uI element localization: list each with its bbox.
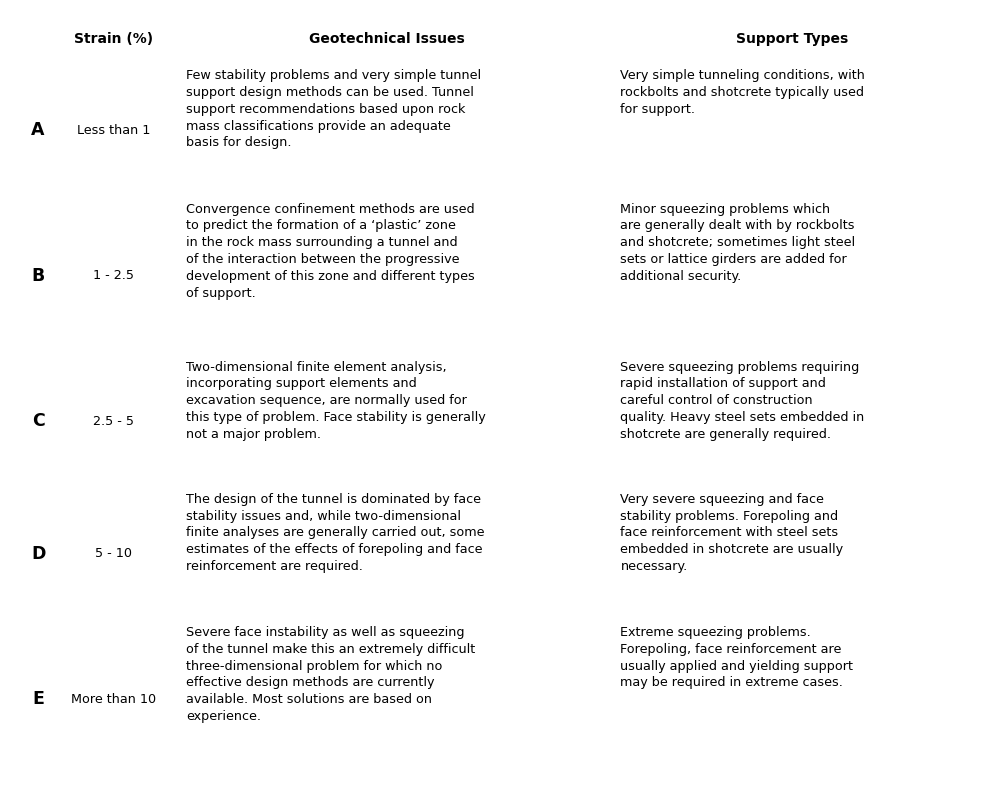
Text: A: A — [31, 121, 45, 139]
Text: The design of the tunnel is dominated by face
stability issues and, while two-di: The design of the tunnel is dominated by… — [186, 492, 485, 573]
Text: Geotechnical Issues: Geotechnical Issues — [309, 33, 465, 46]
Text: Convergence confinement methods are used
to predict the formation of a ‘plastic’: Convergence confinement methods are used… — [186, 202, 475, 300]
Text: E: E — [32, 690, 44, 708]
Text: C: C — [32, 412, 45, 431]
Text: 5 - 10: 5 - 10 — [95, 547, 131, 560]
Text: Extreme squeezing problems.
Forepoling, face reinforcement are
usually applied a: Extreme squeezing problems. Forepoling, … — [621, 626, 854, 689]
Text: Severe squeezing problems requiring
rapid installation of support and
careful co: Severe squeezing problems requiring rapi… — [621, 361, 865, 441]
Text: Strain (%): Strain (%) — [74, 33, 153, 46]
Text: Minor squeezing problems which
are generally dealt with by rockbolts
and shotcre: Minor squeezing problems which are gener… — [621, 202, 856, 283]
Text: 2.5 - 5: 2.5 - 5 — [93, 415, 134, 428]
Text: Very simple tunneling conditions, with
rockbolts and shotcrete typically used
fo: Very simple tunneling conditions, with r… — [621, 69, 866, 116]
Text: More than 10: More than 10 — [71, 693, 156, 706]
Text: Severe face instability as well as squeezing
of the tunnel make this an extremel: Severe face instability as well as squee… — [186, 626, 475, 723]
Text: B: B — [32, 266, 45, 285]
Text: Two-dimensional finite element analysis,
incorporating support elements and
exca: Two-dimensional finite element analysis,… — [186, 361, 486, 441]
Text: Few stability problems and very simple tunnel
support design methods can be used: Few stability problems and very simple t… — [186, 69, 481, 149]
Text: Less than 1: Less than 1 — [77, 124, 150, 136]
Text: Support Types: Support Types — [736, 33, 848, 46]
Text: D: D — [31, 545, 45, 562]
Text: Very severe squeezing and face
stability problems. Forepoling and
face reinforce: Very severe squeezing and face stability… — [621, 492, 844, 573]
Text: 1 - 2.5: 1 - 2.5 — [93, 269, 134, 282]
